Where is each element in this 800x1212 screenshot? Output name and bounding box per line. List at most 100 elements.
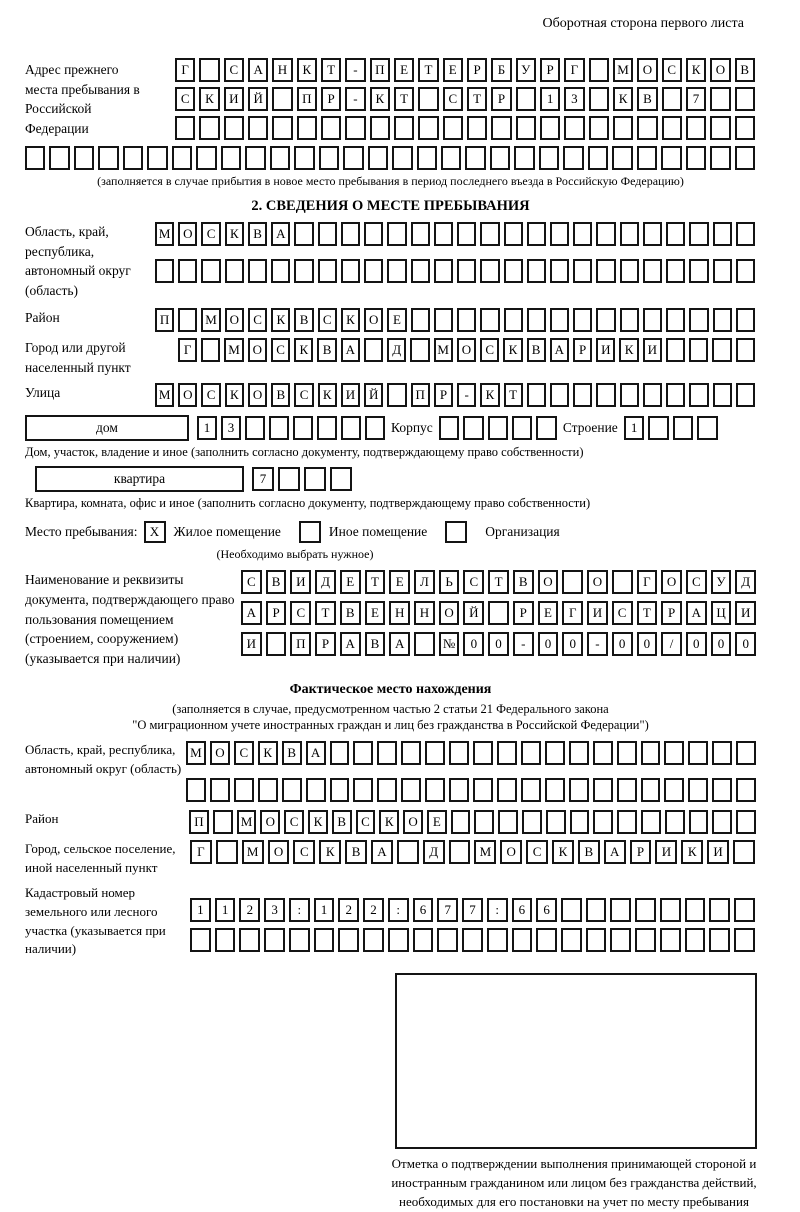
form-cell[interactable] — [664, 810, 685, 835]
form-cell[interactable] — [596, 222, 616, 246]
form-cell[interactable] — [549, 259, 570, 283]
form-cell[interactable] — [320, 116, 342, 140]
form-cell[interactable]: С — [201, 222, 221, 246]
form-cell[interactable] — [364, 222, 384, 246]
form-cell[interactable] — [735, 259, 756, 283]
form-cell[interactable]: К — [340, 308, 361, 333]
form-cell[interactable] — [178, 259, 198, 283]
form-cell[interactable]: М — [241, 840, 264, 865]
form-cell[interactable] — [526, 259, 546, 283]
form-cell[interactable] — [733, 840, 755, 865]
form-cell[interactable]: К — [199, 87, 220, 111]
form-cell[interactable] — [498, 810, 519, 835]
form-cell[interactable] — [734, 927, 755, 952]
form-cell[interactable] — [364, 259, 384, 283]
form-cell[interactable]: К — [503, 338, 523, 363]
form-cell[interactable] — [710, 116, 731, 140]
checkbox-residential[interactable]: X — [143, 521, 166, 544]
form-cell[interactable]: № — [438, 632, 460, 657]
form-cell[interactable]: О — [209, 741, 230, 766]
form-cell[interactable]: И — [223, 87, 244, 111]
form-cell[interactable] — [689, 383, 709, 408]
form-cell[interactable]: А — [247, 58, 269, 82]
form-cell[interactable] — [736, 778, 757, 803]
form-cell[interactable] — [272, 116, 293, 140]
form-cell[interactable]: П — [290, 632, 312, 657]
form-cell[interactable]: А — [603, 840, 626, 865]
form-cell[interactable] — [245, 416, 265, 441]
form-cell[interactable] — [666, 259, 686, 283]
form-cell[interactable] — [73, 146, 95, 170]
form-cell[interactable]: Т — [488, 570, 509, 595]
form-cell[interactable] — [734, 146, 756, 170]
form-cell[interactable]: 3 — [264, 897, 285, 922]
form-cell[interactable]: В — [345, 840, 368, 865]
form-cell[interactable]: 1 — [214, 897, 236, 922]
form-cell[interactable] — [480, 222, 500, 246]
form-cell[interactable] — [734, 897, 755, 922]
form-cell[interactable] — [175, 116, 196, 140]
form-cell[interactable] — [659, 897, 681, 922]
form-cell[interactable] — [689, 308, 709, 333]
form-cell[interactable] — [387, 383, 407, 408]
form-cell[interactable]: О — [661, 570, 682, 595]
form-cell[interactable] — [520, 778, 541, 803]
form-cell[interactable]: Д — [387, 338, 407, 363]
form-cell[interactable]: Т — [503, 383, 523, 408]
form-cell[interactable]: Р — [539, 58, 561, 82]
form-cell[interactable] — [416, 146, 437, 170]
form-cell[interactable]: Е — [537, 601, 559, 626]
form-cell[interactable] — [396, 840, 419, 865]
form-cell[interactable]: Д — [735, 570, 757, 595]
form-cell[interactable] — [393, 116, 415, 140]
form-cell[interactable]: 6 — [511, 897, 533, 922]
form-cell[interactable]: О — [247, 383, 268, 408]
form-cell[interactable] — [363, 338, 384, 363]
form-cell[interactable]: Д — [422, 840, 445, 865]
form-cell[interactable] — [186, 778, 206, 803]
form-cell[interactable] — [685, 146, 707, 170]
form-cell[interactable] — [98, 146, 119, 170]
form-cell[interactable] — [661, 146, 682, 170]
form-cell[interactable] — [220, 146, 242, 170]
form-cell[interactable]: И — [655, 840, 678, 865]
form-cell[interactable] — [294, 222, 314, 246]
form-cell[interactable]: Е — [339, 570, 361, 595]
form-cell[interactable] — [239, 927, 261, 952]
form-cell[interactable] — [480, 308, 500, 333]
form-cell[interactable] — [549, 383, 570, 408]
form-cell[interactable] — [538, 146, 560, 170]
form-cell[interactable]: П — [189, 810, 209, 835]
form-cell[interactable]: О — [403, 810, 423, 835]
form-cell[interactable] — [689, 338, 709, 363]
form-cell[interactable] — [199, 116, 220, 140]
form-cell[interactable] — [503, 308, 523, 333]
form-cell[interactable] — [592, 778, 613, 803]
form-cell[interactable] — [734, 87, 755, 111]
form-cell[interactable] — [563, 146, 584, 170]
form-cell[interactable] — [688, 778, 709, 803]
form-cell[interactable] — [401, 778, 422, 803]
form-cell[interactable] — [410, 338, 430, 363]
form-cell[interactable] — [587, 146, 609, 170]
form-cell[interactable] — [330, 467, 352, 492]
form-cell[interactable] — [488, 601, 509, 626]
form-cell[interactable] — [449, 778, 470, 803]
form-cell[interactable]: : — [387, 897, 409, 922]
form-cell[interactable]: С — [293, 840, 316, 865]
form-cell[interactable]: К — [685, 58, 707, 82]
form-cell[interactable]: В — [247, 222, 268, 246]
form-cell[interactable] — [496, 741, 517, 766]
form-cell[interactable]: К — [224, 383, 244, 408]
form-cell[interactable] — [596, 308, 616, 333]
form-cell[interactable] — [392, 146, 413, 170]
form-cell[interactable]: 1 — [313, 897, 335, 922]
form-cell[interactable] — [214, 927, 236, 952]
form-cell[interactable]: С — [480, 338, 500, 363]
form-cell[interactable] — [414, 632, 435, 657]
form-cell[interactable]: Т — [315, 601, 336, 626]
form-cell[interactable]: 1 — [197, 416, 217, 441]
form-cell[interactable] — [712, 778, 733, 803]
form-cell[interactable] — [522, 810, 542, 835]
form-cell[interactable]: К — [296, 58, 317, 82]
